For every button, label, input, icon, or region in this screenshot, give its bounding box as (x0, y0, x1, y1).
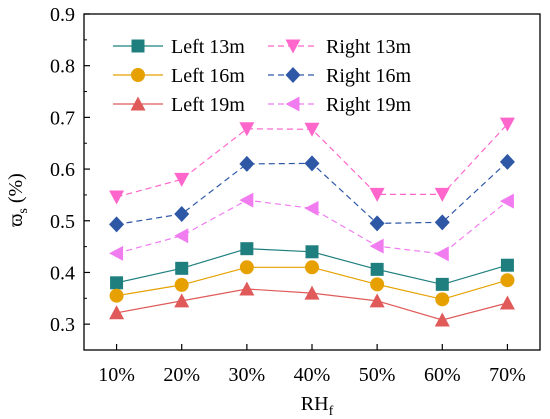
series-right-16m (109, 153, 515, 233)
legend-item: Left 16m (113, 65, 245, 87)
diamond-marker (434, 214, 450, 231)
legend-label: Right 13m (326, 36, 411, 58)
diamond-marker (285, 67, 301, 83)
triangle-down-marker (434, 187, 450, 202)
triangle-down-marker (499, 117, 515, 132)
square-marker (305, 245, 319, 259)
triangle-up-marker (174, 293, 190, 308)
legend-item: Right 19m (268, 94, 411, 116)
legend-label: Right 19m (326, 94, 411, 116)
legend-item: Left 19m (113, 94, 245, 116)
triangle-up-marker (499, 295, 515, 310)
diamond-marker (369, 215, 385, 232)
circle-marker (500, 273, 515, 288)
y-axis-label-main: ϖ (5, 214, 27, 227)
diamond-marker (239, 155, 255, 172)
triangle-left-marker (109, 245, 124, 261)
triangle-up-marker (239, 281, 255, 296)
x-tick-label: 30% (229, 364, 266, 386)
circle-marker (239, 260, 254, 275)
legend-label: Left 16m (171, 65, 245, 87)
circle-marker (370, 277, 385, 292)
triangle-left-marker (369, 238, 384, 254)
circle-marker (109, 288, 124, 303)
triangle-left-marker (285, 96, 300, 112)
triangle-up-marker (109, 305, 125, 320)
legend-label: Left 19m (171, 94, 245, 116)
square-marker (131, 39, 145, 53)
series-layer (109, 117, 515, 327)
legend-label: Right 16m (326, 65, 411, 87)
y-axis-label: ϖs (%) (5, 173, 31, 227)
triangle-up-marker (130, 96, 146, 111)
x-axis-label-sub: f (329, 404, 334, 419)
triangle-down-marker (239, 122, 255, 137)
square-marker (500, 258, 514, 272)
triangle-up-marker (304, 285, 320, 300)
diamond-marker (109, 216, 125, 233)
square-marker (175, 261, 189, 275)
triangle-down-marker (285, 39, 301, 54)
x-axis-label-main: RH (301, 393, 329, 415)
square-marker (110, 276, 124, 290)
triangle-left-marker (239, 192, 254, 208)
x-tick-label: 20% (163, 364, 200, 386)
y-tick-label: 0.3 (50, 314, 75, 336)
axes: 0.3 0.4 0.5 0.6 0.7 0.8 0.9 10% 20% 30% 40% 50% 60% 7… (50, 4, 541, 386)
triangle-left-marker (304, 200, 319, 216)
series-left-13m (110, 242, 514, 291)
series-left-16m (109, 260, 515, 307)
axis-labels: ϖs (%) RHf (5, 173, 334, 419)
series-right-19m (109, 192, 514, 262)
x-tick-label: 40% (294, 364, 331, 386)
legend-item: Right 16m (268, 65, 411, 87)
square-marker (240, 242, 254, 256)
triangle-down-marker (304, 122, 320, 137)
series-right-13m (109, 117, 515, 205)
y-tick-label: 0.9 (50, 4, 75, 26)
triangle-down-marker (109, 190, 125, 205)
y-axis-label-sub: s (16, 208, 31, 213)
circle-marker (131, 68, 145, 82)
diamond-marker (304, 155, 320, 172)
triangle-down-marker (174, 172, 190, 187)
triangle-up-marker (369, 293, 385, 308)
y-axis-label-unit: (%) (5, 173, 27, 203)
y-tick-label: 0.8 (50, 56, 75, 78)
x-axis-label: RHf (301, 393, 334, 419)
legend-item: Right 13m (268, 36, 411, 58)
circle-marker (435, 292, 450, 307)
y-tick-label: 0.6 (50, 159, 75, 181)
diamond-marker (174, 206, 190, 223)
diamond-marker (499, 153, 515, 170)
x-tick-label: 70% (489, 364, 526, 386)
triangle-up-marker (434, 312, 450, 327)
circle-marker (174, 277, 189, 292)
legend-label: Left 13m (171, 36, 245, 58)
x-tick-label: 60% (424, 364, 461, 386)
square-marker (435, 277, 449, 291)
x-tick-label: 50% (359, 364, 396, 386)
square-marker (370, 262, 384, 276)
circle-marker (305, 260, 319, 275)
triangle-left-marker (434, 246, 449, 262)
legend: Left 13m Left 16m Left 19m Right 13m Right 1… (113, 36, 411, 116)
triangle-down-marker (369, 187, 385, 202)
triangle-left-marker (499, 193, 514, 209)
triangle-left-marker (174, 228, 189, 244)
x-tick-label: 10% (98, 364, 135, 386)
y-tick-label: 0.5 (50, 211, 75, 233)
series-left-19m (109, 281, 515, 327)
y-tick-label: 0.4 (50, 262, 75, 284)
y-tick-label: 0.7 (50, 107, 75, 129)
legend-item: Left 13m (113, 36, 245, 58)
